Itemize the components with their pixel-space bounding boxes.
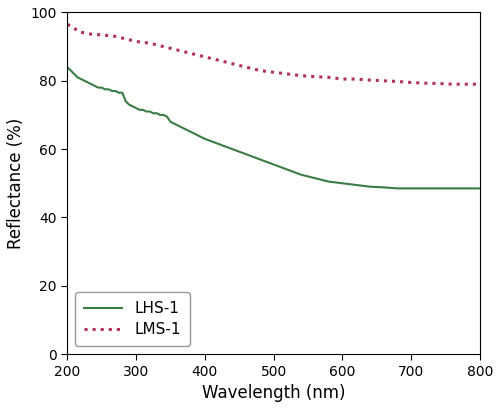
LMS-1 bbox=[408, 80, 414, 85]
LMS-1 bbox=[463, 82, 469, 87]
LMS-1 bbox=[106, 33, 112, 38]
LMS-1 bbox=[188, 51, 194, 56]
LMS-1 bbox=[326, 75, 332, 80]
Line: LHS-1: LHS-1 bbox=[68, 67, 480, 189]
LHS-1 bbox=[394, 186, 400, 191]
LMS-1 bbox=[230, 61, 235, 66]
LMS-1 bbox=[340, 76, 345, 81]
LMS-1 bbox=[126, 37, 132, 42]
LMS-1 bbox=[257, 68, 263, 73]
LMS-1 bbox=[477, 82, 483, 87]
LHS-1 bbox=[64, 65, 70, 70]
LMS-1 bbox=[112, 34, 118, 39]
LMS-1 bbox=[270, 70, 276, 75]
LMS-1 bbox=[174, 47, 180, 52]
LMS-1 bbox=[120, 36, 126, 40]
LHS-1 bbox=[298, 172, 304, 177]
LMS-1 bbox=[450, 82, 456, 87]
LMS-1 bbox=[160, 44, 166, 49]
LMS-1 bbox=[64, 22, 70, 27]
LMS-1 bbox=[92, 32, 98, 37]
LHS-1 bbox=[133, 106, 139, 110]
X-axis label: Wavelength (nm): Wavelength (nm) bbox=[202, 384, 346, 402]
LMS-1 bbox=[133, 39, 139, 44]
LHS-1 bbox=[174, 123, 180, 128]
LHS-1 bbox=[195, 133, 201, 138]
LMS-1 bbox=[74, 29, 80, 34]
LHS-1 bbox=[216, 142, 222, 146]
LMS-1 bbox=[394, 79, 400, 84]
LMS-1 bbox=[298, 73, 304, 78]
LMS-1 bbox=[367, 78, 373, 83]
LMS-1 bbox=[436, 81, 442, 86]
LMS-1 bbox=[216, 58, 222, 63]
LHS-1 bbox=[68, 68, 73, 73]
LMS-1 bbox=[380, 78, 386, 83]
LMS-1 bbox=[422, 81, 428, 85]
LMS-1 bbox=[98, 32, 104, 37]
LHS-1 bbox=[477, 186, 483, 191]
LMS-1 bbox=[202, 54, 208, 59]
Line: LMS-1: LMS-1 bbox=[68, 25, 480, 84]
LMS-1 bbox=[243, 65, 249, 70]
LMS-1 bbox=[78, 30, 84, 35]
LMS-1 bbox=[71, 25, 77, 30]
LMS-1 bbox=[284, 72, 290, 76]
Y-axis label: Reflectance (%): Reflectance (%) bbox=[7, 118, 25, 249]
Legend: LHS-1, LMS-1: LHS-1, LMS-1 bbox=[75, 292, 190, 346]
LMS-1 bbox=[312, 74, 318, 79]
LMS-1 bbox=[85, 31, 91, 36]
LMS-1 bbox=[147, 41, 153, 46]
LMS-1 bbox=[353, 76, 359, 81]
